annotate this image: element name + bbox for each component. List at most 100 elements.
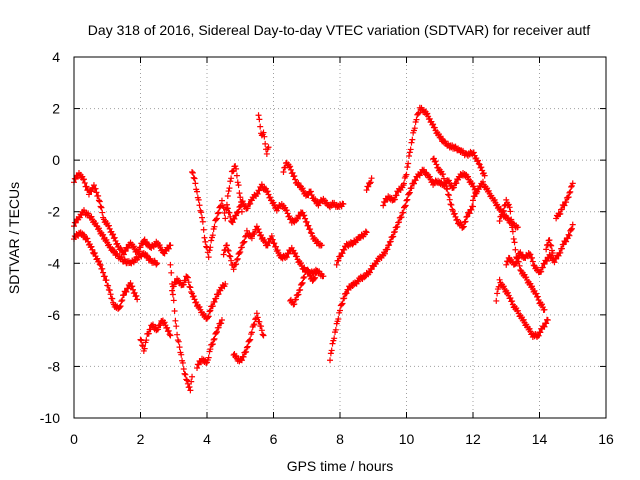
- data-point: [535, 332, 542, 339]
- data-point: [194, 188, 201, 195]
- data-point: [567, 188, 574, 195]
- data-point: [196, 303, 203, 310]
- data-point: [248, 235, 255, 242]
- plot-frame: [73, 56, 607, 419]
- series-track-s: [430, 155, 476, 231]
- data-point: [234, 209, 241, 216]
- data-point: [565, 194, 572, 201]
- data-point: [96, 261, 103, 268]
- data-point: [105, 282, 112, 289]
- series-track-g: [189, 163, 245, 261]
- data-point: [189, 169, 196, 176]
- data-point: [404, 196, 411, 203]
- data-point: [406, 189, 413, 196]
- x-tick-label: 12: [465, 431, 481, 447]
- data-point: [270, 199, 277, 206]
- data-point: [398, 214, 405, 221]
- data-point: [237, 248, 244, 255]
- data-point: [199, 214, 206, 221]
- data-point: [215, 209, 222, 216]
- data-point: [168, 269, 175, 276]
- series-track-l: [255, 112, 272, 157]
- data-point: [269, 236, 276, 243]
- data-point: [107, 291, 114, 298]
- data-point: [118, 298, 125, 305]
- data-point: [558, 206, 565, 213]
- data-point: [185, 279, 192, 286]
- data-point: [109, 295, 116, 302]
- data-point: [231, 215, 238, 222]
- series-track-f: [169, 273, 229, 322]
- data-point: [167, 332, 174, 339]
- data-point: [341, 295, 348, 302]
- data-point: [283, 254, 290, 261]
- data-point: [508, 216, 515, 223]
- data-point: [201, 234, 208, 241]
- data-point: [511, 239, 518, 246]
- data-points: [71, 104, 576, 394]
- data-point: [445, 191, 452, 198]
- data-point: [474, 157, 481, 164]
- data-point: [505, 201, 512, 208]
- data-point: [137, 244, 144, 251]
- data-point: [443, 185, 450, 192]
- data-point: [209, 303, 216, 310]
- data-point: [106, 287, 113, 294]
- series-track-a: [71, 170, 174, 258]
- data-point: [171, 307, 178, 314]
- data-point: [445, 177, 452, 184]
- data-point: [494, 290, 501, 297]
- data-point: [291, 301, 298, 308]
- data-point: [207, 346, 214, 353]
- data-point: [243, 348, 250, 355]
- data-point: [179, 359, 186, 366]
- data-point: [236, 190, 243, 197]
- data-point: [208, 237, 215, 244]
- data-point: [280, 169, 287, 176]
- data-point: [447, 201, 454, 208]
- data-point: [189, 373, 196, 380]
- data-point: [520, 316, 527, 323]
- data-point: [98, 204, 105, 211]
- data-point: [500, 283, 507, 290]
- data-point: [337, 253, 344, 260]
- data-point: [198, 209, 205, 216]
- series-track-w: [503, 221, 576, 276]
- data-point: [405, 153, 412, 160]
- data-point: [507, 208, 514, 215]
- data-point: [206, 247, 213, 254]
- data-point: [514, 224, 521, 231]
- data-point: [444, 186, 451, 193]
- data-point: [233, 256, 240, 263]
- data-point: [308, 191, 315, 198]
- data-point: [88, 188, 95, 195]
- data-point: [192, 180, 199, 187]
- data-point: [92, 185, 99, 192]
- series-track-m: [280, 159, 347, 211]
- data-point: [263, 150, 270, 157]
- data-point: [541, 261, 548, 268]
- data-point: [257, 123, 264, 130]
- data-point: [213, 295, 220, 302]
- data-point: [507, 294, 514, 301]
- data-point: [205, 313, 212, 320]
- data-point: [406, 149, 413, 156]
- data-point: [543, 320, 550, 327]
- data-point: [298, 280, 305, 287]
- data-point: [240, 239, 247, 246]
- data-point: [97, 203, 104, 210]
- data-point: [83, 183, 90, 190]
- data-point: [134, 296, 141, 303]
- data-point: [503, 196, 510, 203]
- data-point: [233, 212, 240, 219]
- data-point: [327, 350, 334, 357]
- data-point: [293, 253, 300, 260]
- data-point: [299, 279, 306, 286]
- data-point: [93, 189, 100, 196]
- data-point: [468, 206, 475, 213]
- data-point: [292, 296, 299, 303]
- data-point: [256, 116, 263, 123]
- data-point: [496, 217, 503, 224]
- data-point: [292, 176, 299, 183]
- data-point: [225, 188, 232, 195]
